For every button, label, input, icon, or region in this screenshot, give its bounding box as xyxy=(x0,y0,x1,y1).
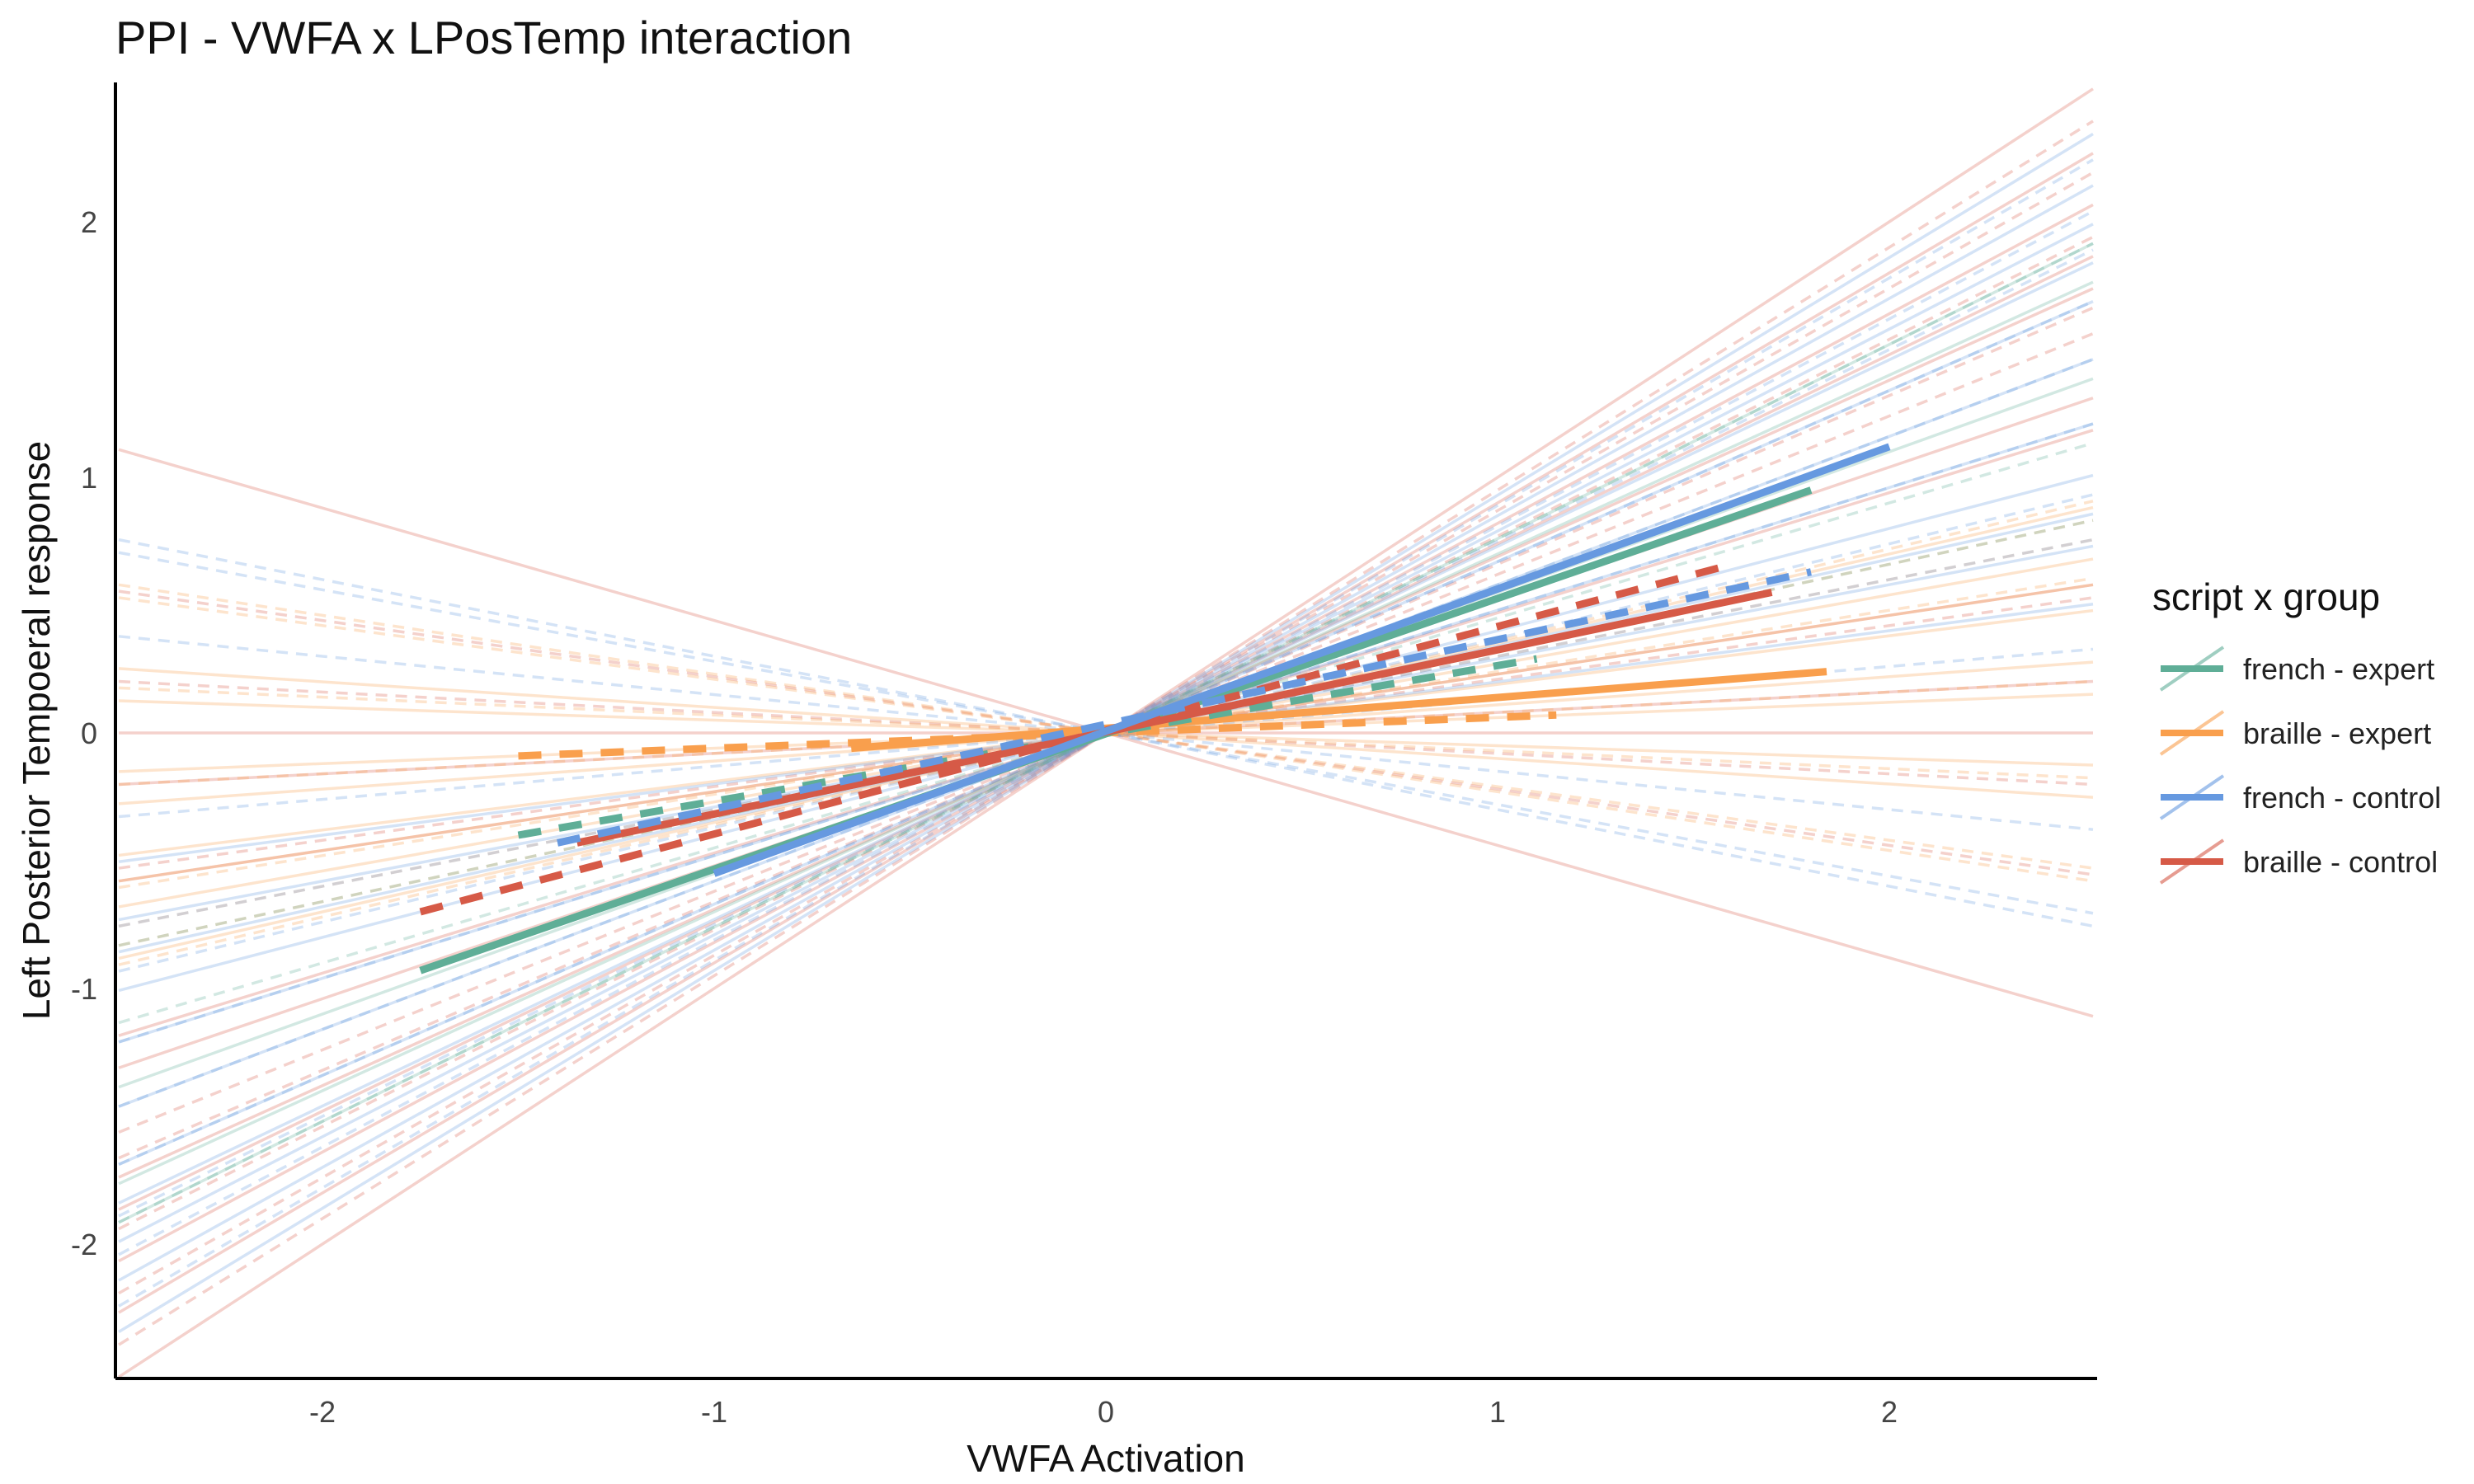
series-line-french-control-solid xyxy=(713,443,1891,877)
x-tick-label: 0 xyxy=(1098,1395,1114,1429)
subject-line-braille-control-dashed-8 xyxy=(118,120,2094,1346)
series-line-french-control-dashed xyxy=(557,568,1812,847)
y-tick-label: -1 xyxy=(71,972,97,1006)
subject-line-french-expert-dashed-2 xyxy=(118,441,2094,1025)
x-tick-label: -1 xyxy=(701,1395,727,1429)
y-axis-ticks: -2 -1 0 1 2 xyxy=(71,205,97,1261)
group-average-lines-layer xyxy=(419,443,1891,974)
y-tick-label: 0 xyxy=(81,716,97,750)
subject-line-braille-control-dashed-6 xyxy=(118,235,2094,1231)
subject-line-french-control-dashed-12 xyxy=(118,158,2094,1308)
subject-line-french-expert-dashed-3 xyxy=(118,242,2094,1224)
legend-label-french-control: french - control xyxy=(2243,781,2441,815)
chart-title: PPI - VWFA x LPosTemp interaction xyxy=(115,12,852,63)
legend-label-french-expert: french - expert xyxy=(2243,652,2434,686)
legend-label-braille-expert: braille - expert xyxy=(2243,716,2431,750)
y-tick-label: 2 xyxy=(81,205,97,239)
x-tick-label: -2 xyxy=(309,1395,336,1429)
y-axis-title: Left Posterior Tempoeral response xyxy=(15,441,58,1020)
x-tick-label: 2 xyxy=(1881,1395,1898,1429)
x-axis-title: VWFA Activation xyxy=(967,1437,1244,1480)
x-axis-ticks: -2 -1 0 1 2 xyxy=(309,1395,1898,1429)
series-line-braille-control-solid xyxy=(576,589,1773,847)
legend: script x group french - expert braille - … xyxy=(2152,575,2441,885)
legend-title: script x group xyxy=(2152,575,2380,618)
subject-line-french-control-dashed-2 xyxy=(118,551,2094,915)
subject-line-braille-expert-dashed-3 xyxy=(118,686,2094,780)
series-line-braille-expert-dashed xyxy=(518,711,1557,760)
y-tick-label: 1 xyxy=(81,461,97,495)
subject-line-braille-control-dashed-2 xyxy=(118,679,2094,787)
legend-label-braille-control: braille - control xyxy=(2243,845,2438,879)
x-tick-label: 1 xyxy=(1489,1395,1506,1429)
subject-line-braille-expert-dashed-4 xyxy=(118,679,2094,787)
y-tick-label: -2 xyxy=(71,1228,97,1261)
